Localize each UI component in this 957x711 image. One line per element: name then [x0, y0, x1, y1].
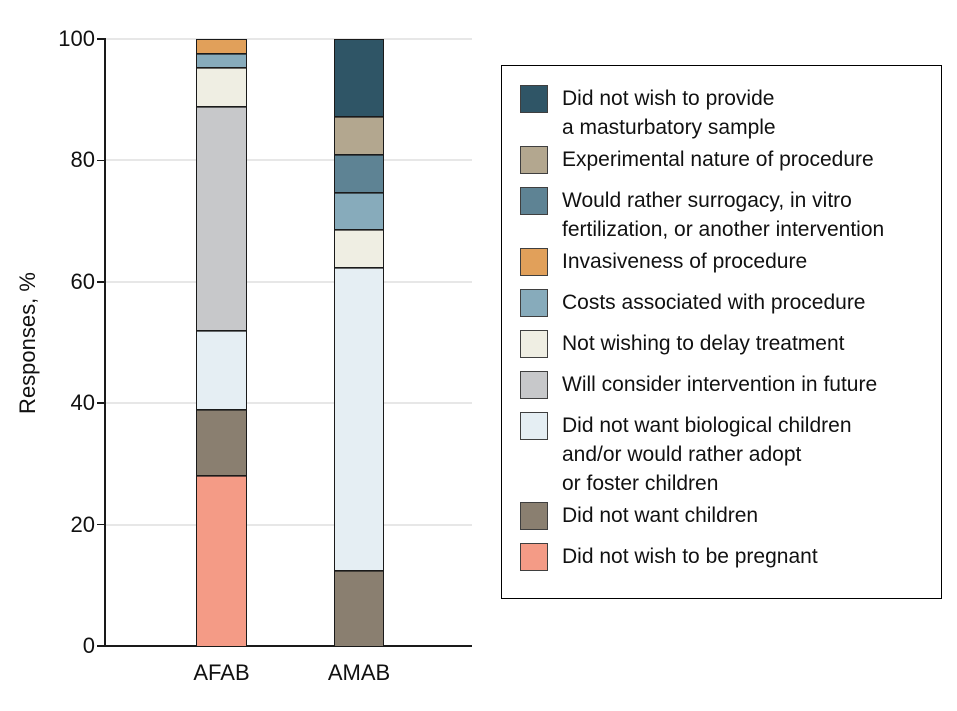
- no-children-swatch-icon: [520, 502, 548, 530]
- costs-swatch-icon: [520, 289, 548, 317]
- legend-label: Will consider intervention in future: [562, 373, 878, 396]
- masturbatory-sample-swatch-icon: [520, 85, 548, 113]
- y-tick-label: 40: [70, 390, 95, 416]
- legend-item-surrogacy-ivf-other: Would rather surrogacy, in vitro fertili…: [520, 187, 931, 244]
- legend-item-masturbatory-sample: Did not wish to provide a masturbatory s…: [520, 85, 931, 142]
- y-tick-label: 80: [70, 147, 95, 173]
- legend-item-no-children: Did not want children: [520, 502, 931, 530]
- bar-segment-surrogacy-ivf-other: [335, 153, 383, 192]
- legend-label: Invasiveness of procedure: [562, 250, 808, 273]
- legend-label: Would rather surrogacy, in vitro fertili…: [562, 189, 885, 241]
- y-tick-mark: [97, 645, 106, 647]
- y-tick-label: 20: [70, 511, 95, 537]
- bar-afab: [196, 39, 247, 647]
- y-tick-label: 0: [82, 633, 95, 658]
- bar-segment-costs: [335, 191, 383, 230]
- legend-item-experimental-nature: Experimental nature of procedure: [520, 146, 931, 174]
- legend-label: Did not want biological children and/or …: [562, 414, 852, 495]
- bar-amab: [334, 39, 384, 647]
- bar-segment-delay-treatment: [197, 66, 246, 106]
- experimental-nature-swatch-icon: [520, 146, 548, 174]
- legend-item-consider-future: Will consider intervention in future: [520, 371, 931, 399]
- legend-label: Did not wish to be pregnant: [562, 545, 818, 568]
- no-biological-children-swatch-icon: [520, 412, 548, 440]
- no-pregnancy-swatch-icon: [520, 543, 548, 571]
- bar-segment-costs: [197, 53, 246, 67]
- y-tick-mark: [97, 38, 106, 40]
- y-axis-line: [104, 39, 106, 647]
- y-tick-label: 100: [58, 26, 95, 51]
- legend-item-no-pregnancy: Did not wish to be pregnant: [520, 543, 931, 571]
- legend-item-delay-treatment: Not wishing to delay treatment: [520, 330, 931, 358]
- y-gridline: [106, 159, 472, 162]
- y-axis-title: Responses, %: [15, 272, 40, 414]
- y-tick-mark: [97, 523, 106, 526]
- legend-item-costs: Costs associated with procedure: [520, 289, 931, 317]
- y-tick-mark: [97, 159, 106, 162]
- legend-label: Not wishing to delay treatment: [562, 332, 845, 355]
- bar-segment-consider-future: [197, 106, 246, 330]
- legend-label: Experimental nature of procedure: [562, 148, 874, 171]
- invasiveness-swatch-icon: [520, 248, 548, 276]
- y-gridline: [106, 38, 472, 40]
- y-gridline: [106, 402, 472, 405]
- bar-segment-no-biological-children: [335, 267, 383, 571]
- bar-segment-invasiveness: [197, 40, 246, 54]
- legend-item-invasiveness: Invasiveness of procedure: [520, 248, 931, 276]
- bar-segment-no-children: [335, 570, 383, 646]
- x-axis-line: [104, 645, 472, 647]
- consider-future-swatch-icon: [520, 371, 548, 399]
- legend-item-no-biological-children: Did not want biological children and/or …: [520, 412, 931, 498]
- bar-segment-no-biological-children: [197, 330, 246, 409]
- y-tick-label: 60: [70, 268, 95, 294]
- legend: Did not wish to provide a masturbatory s…: [501, 65, 942, 599]
- bar-segment-experimental-nature: [335, 115, 383, 154]
- delay-treatment-swatch-icon: [520, 330, 548, 358]
- y-tick-mark: [97, 402, 106, 404]
- x-category-label-afab: AFAB: [193, 660, 250, 685]
- bar-segment-delay-treatment: [335, 229, 383, 268]
- y-gridline: [106, 523, 472, 526]
- surrogacy-ivf-other-swatch-icon: [520, 187, 548, 215]
- legend-label: Costs associated with procedure: [562, 291, 866, 314]
- bar-segment-masturbatory-sample: [335, 40, 383, 116]
- x-category-label-amab: AMAB: [327, 660, 391, 685]
- y-gridline: [106, 280, 472, 283]
- legend-label: Did not want children: [562, 504, 759, 527]
- bar-segment-no-children: [197, 408, 246, 475]
- bar-segment-no-pregnancy: [197, 474, 246, 646]
- legend-label: Did not wish to provide a masturbatory s…: [562, 87, 776, 139]
- y-tick-mark: [97, 281, 106, 283]
